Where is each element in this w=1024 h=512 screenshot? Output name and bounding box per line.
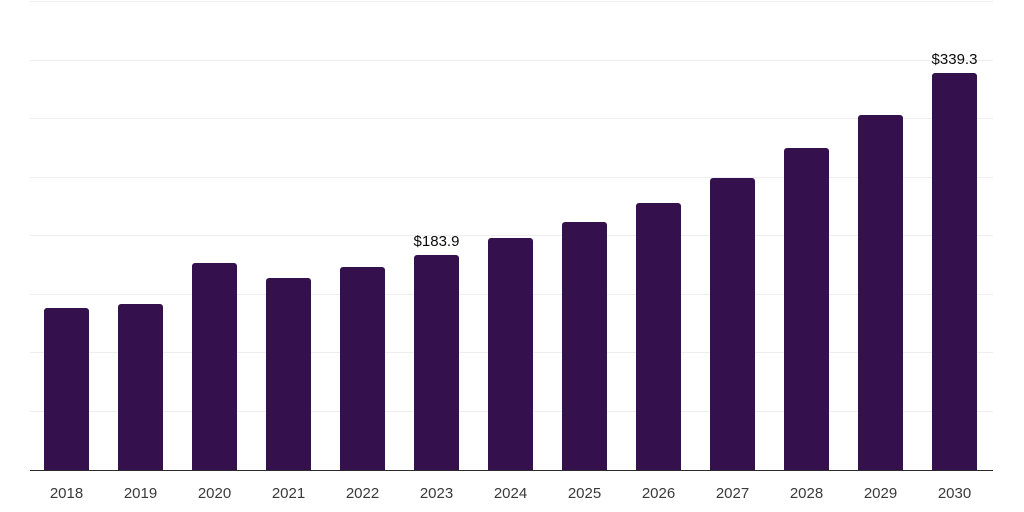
bar-2027 xyxy=(710,177,755,470)
x-axis: 2018 2019 2020 2021 2022 2023 2024 2025 2026 2027… xyxy=(30,478,993,508)
x-tick-2024: 2024 xyxy=(493,485,528,502)
gridline xyxy=(30,118,993,119)
bar-2023 xyxy=(414,254,459,470)
x-tick-2028: 2028 xyxy=(789,485,824,502)
gridline xyxy=(30,176,993,178)
x-tick-2025: 2025 xyxy=(567,485,602,502)
x-tick-2020: 2020 xyxy=(197,485,232,502)
bar-2030 xyxy=(932,73,977,470)
plot-area: $183.9 $339.3 xyxy=(30,1,993,471)
bar-2026 xyxy=(636,203,681,470)
bar-2024 xyxy=(488,238,533,470)
x-tick-2021: 2021 xyxy=(271,485,306,502)
x-tick-2030: 2030 xyxy=(937,485,972,502)
x-tick-2029: 2029 xyxy=(863,485,898,502)
bar-2028 xyxy=(784,147,829,470)
x-tick-2018: 2018 xyxy=(49,485,84,502)
x-tick-2026: 2026 xyxy=(641,485,676,502)
gridline xyxy=(30,1,993,2)
bar-2020 xyxy=(192,263,237,470)
bar-2018 xyxy=(44,307,89,470)
bar-2029 xyxy=(858,114,903,470)
x-tick-2019: 2019 xyxy=(123,485,158,502)
bar-2025 xyxy=(562,222,607,470)
x-tick-2022: 2022 xyxy=(345,485,380,502)
data-label-2023: $183.9 xyxy=(413,232,460,250)
x-tick-2027: 2027 xyxy=(715,485,750,502)
bar-2022 xyxy=(340,267,385,470)
gridline xyxy=(30,235,993,236)
data-label-2030: $339.3 xyxy=(931,51,978,69)
gridline xyxy=(30,59,993,61)
bar-2021 xyxy=(266,278,311,470)
x-tick-2023: 2023 xyxy=(419,485,454,502)
bar-2019 xyxy=(118,303,163,470)
